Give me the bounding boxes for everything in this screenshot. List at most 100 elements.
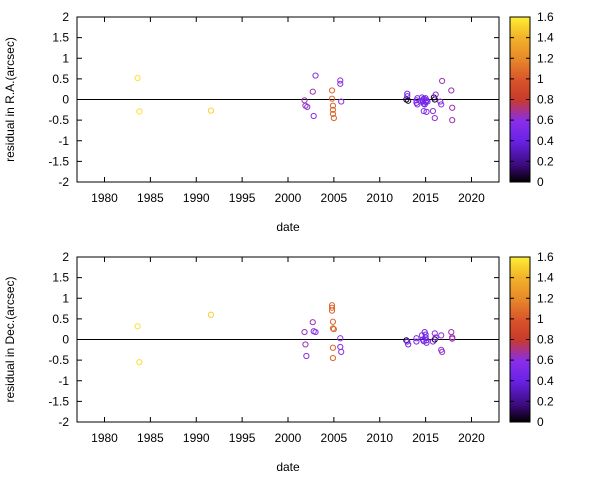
data-point	[404, 90, 411, 97]
data-point	[438, 101, 445, 108]
x-tick-label: 2015	[412, 431, 439, 445]
data-point	[413, 335, 420, 342]
data-point	[328, 307, 336, 314]
colorbar-tick-label: 0	[537, 175, 544, 189]
colorbar-tick-label: 1	[537, 312, 544, 326]
data-point	[329, 344, 337, 351]
data-point	[439, 77, 446, 85]
data-point	[420, 107, 427, 115]
data-point	[432, 91, 439, 98]
data-point	[337, 335, 344, 342]
x-tick-label: 1985	[137, 191, 164, 205]
data-point	[431, 114, 438, 122]
x-tick-label: 2015	[412, 191, 439, 205]
data-point	[329, 354, 337, 362]
data-point	[338, 98, 345, 105]
data-point	[329, 102, 337, 109]
data-point	[432, 334, 439, 341]
y-tick-label: 2	[62, 250, 69, 264]
data-point	[414, 101, 421, 108]
data-point	[309, 319, 316, 326]
data-point	[449, 104, 456, 111]
x-tick-label: 2005	[321, 431, 348, 445]
y-tick-label: -2	[58, 175, 69, 189]
data-point	[136, 108, 143, 115]
data-point	[404, 338, 411, 345]
colorbar-tick-label: 0.8	[537, 93, 554, 107]
data-point	[330, 114, 337, 122]
y-tick-label: -1.5	[48, 394, 69, 408]
data-point	[304, 103, 311, 111]
data-point	[328, 87, 336, 94]
data-point	[329, 318, 337, 325]
y-tick-label: 1.5	[52, 271, 69, 285]
data-point	[338, 348, 345, 355]
colorbar-tick-label: 0	[537, 415, 544, 429]
colorbar-tick-label: 1.6	[537, 10, 554, 24]
y-tick-label: 0	[62, 93, 69, 107]
data-point	[134, 74, 141, 82]
data-point	[413, 338, 420, 345]
data-point	[302, 341, 309, 348]
data-point	[422, 331, 429, 338]
data-point	[448, 328, 455, 336]
y-tick-label: 0	[62, 333, 69, 347]
data-point	[337, 343, 344, 351]
data-point	[449, 335, 456, 342]
data-point	[303, 352, 310, 360]
data-point	[448, 87, 455, 94]
y-tick-label: -1	[58, 374, 69, 388]
y-tick-label: -0.5	[48, 353, 69, 367]
data-point	[414, 95, 421, 102]
y-tick-label: 1	[62, 51, 69, 65]
dec-residual-panel: 1980 1985 1990 1995 2000 2005 2010 2015 2020-2-1…	[3, 250, 554, 474]
data-point	[309, 88, 316, 95]
y-axis-title: residual in R.A.(arcsec)	[3, 37, 17, 162]
y-tick-label: 0.5	[52, 312, 69, 326]
x-tick-label: 2000	[275, 431, 302, 445]
y-tick-label: -1	[58, 134, 69, 148]
colorbar-tick-label: 0.4	[537, 374, 554, 388]
y-tick-label: -2	[58, 415, 69, 429]
data-point	[423, 97, 430, 104]
data-point	[337, 80, 344, 87]
colorbar-tick-label: 0.8	[537, 333, 554, 347]
x-tick-label: 1985	[137, 431, 164, 445]
colorbar-tick-label: 0.6	[537, 113, 554, 127]
colorbar-tick-label: 1.6	[537, 250, 554, 264]
data-point	[424, 98, 431, 105]
data-point	[134, 323, 141, 330]
x-tick-label: 1995	[229, 431, 256, 445]
x-axis-title: date	[276, 460, 300, 474]
colorbar-tick-label: 1.2	[537, 291, 554, 305]
data-point	[310, 112, 317, 120]
data-point	[312, 328, 319, 336]
data-point	[437, 98, 444, 105]
x-tick-label: 1980	[91, 191, 118, 205]
colorbar-tick-label: 0.2	[537, 154, 554, 168]
x-tick-label: 2005	[321, 191, 348, 205]
data-point	[301, 328, 308, 336]
colorbar-tick-label: 1.4	[537, 271, 554, 285]
colorbar-tick-label: 0.2	[537, 394, 554, 408]
data-point	[337, 77, 344, 84]
x-tick-label: 1990	[183, 191, 210, 205]
data-point	[136, 359, 143, 366]
x-tick-label: 1980	[91, 431, 118, 445]
y-tick-label: -0.5	[48, 113, 69, 127]
colorbar-tick-label: 0.6	[537, 353, 554, 367]
colorbar-tick-label: 1	[537, 72, 544, 86]
x-axis-title: date	[276, 220, 300, 234]
y-axis-title: residual in Dec.(arcsec)	[3, 276, 17, 402]
data-point	[423, 339, 430, 346]
data-point	[312, 72, 319, 79]
x-tick-label: 2010	[366, 191, 393, 205]
data-point	[439, 348, 446, 355]
ra-residual-panel: 1980 1985 1990 1995 2000 2005 2010 2015 2020-2-1…	[3, 10, 554, 234]
x-tick-label: 2020	[458, 431, 485, 445]
data-point	[207, 311, 215, 318]
data-point	[438, 332, 445, 339]
data-point	[330, 326, 337, 333]
data-point	[405, 341, 412, 348]
